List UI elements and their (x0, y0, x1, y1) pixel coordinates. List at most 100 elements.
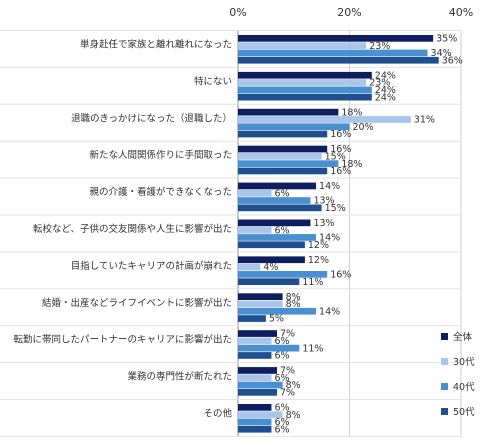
category-label: 特にない (194, 75, 232, 87)
bar-value-label: 6% (274, 336, 289, 347)
bar-value-label: 18% (341, 159, 362, 170)
bar (238, 182, 317, 190)
x-axis-tick-labels: 0% 20% 40% (229, 6, 473, 19)
bar (238, 418, 272, 426)
bar-value-label: 14% (319, 306, 340, 317)
legend-label: 40代 (453, 382, 475, 393)
bar (238, 300, 283, 308)
bar-value-label: 8% (286, 380, 301, 391)
bar-value-label: 13% (313, 218, 334, 229)
legend-label: 全体 (453, 331, 473, 343)
bar-value-label: 7% (280, 366, 295, 377)
bar (238, 93, 372, 101)
bar (238, 337, 272, 345)
chart-legend: 全体 30代 40代 50代 (441, 331, 475, 418)
bar-value-label: 6% (274, 373, 289, 384)
bar-value-label: 23% (369, 78, 390, 89)
bar (238, 219, 311, 227)
bar (238, 278, 300, 285)
bar-value-label: 16% (330, 129, 351, 140)
bar (238, 234, 317, 241)
bar-value-label: 36% (442, 55, 463, 66)
bar-value-label: 24% (375, 70, 396, 81)
bar (238, 71, 372, 79)
category-label: 親の介護・看護ができなくなった (89, 186, 232, 198)
bar-value-label: 24% (375, 92, 396, 103)
bar (238, 374, 272, 382)
category-label: 結婚・出産などライフイベントに影響が出た (42, 297, 232, 309)
bar-value-label: 15% (325, 203, 346, 214)
category-label: 転校など、子供の交友関係や人生に影響が出た (33, 223, 232, 235)
bar-value-label: 4% (263, 262, 278, 273)
bar (238, 404, 272, 411)
bar-value-label: 8% (286, 299, 301, 310)
bar (238, 204, 322, 212)
category-label: 新たな人間関係作りに手間取った (89, 149, 232, 161)
category-label: その他 (203, 407, 232, 419)
bar (238, 352, 272, 359)
bar (238, 389, 278, 396)
bar (238, 189, 272, 197)
bar-value-label: 6% (274, 225, 289, 236)
bar (238, 263, 261, 271)
legend-swatch (441, 333, 448, 340)
x-tick-label: 20% (337, 6, 361, 19)
bar (238, 130, 328, 138)
legend-swatch (441, 383, 448, 390)
bar-value-label: 8% (286, 410, 301, 421)
bar (238, 271, 328, 278)
bar (238, 307, 317, 315)
bar-value-label: 18% (341, 107, 362, 118)
bar-value-label: 24% (375, 85, 396, 96)
bar (238, 425, 272, 433)
legend-swatch (441, 408, 448, 415)
bar (238, 123, 350, 131)
bar-value-label: 13% (313, 196, 334, 207)
bar-value-label: 16% (330, 144, 351, 155)
bar (238, 381, 283, 389)
category-label: 退職のきっかけになった（退職した） (71, 112, 232, 124)
bar (238, 367, 278, 374)
legend-label: 30代 (453, 357, 475, 368)
bar-value-label: 23% (369, 41, 390, 52)
category-label: 業務の専門性が断たれた (127, 371, 232, 383)
bar (238, 226, 272, 234)
bar (238, 86, 372, 94)
bar-value-label: 6% (274, 424, 289, 435)
bar-value-label: 7% (280, 329, 295, 340)
bar-value-label: 6% (274, 188, 289, 199)
bar-value-label: 7% (280, 388, 295, 399)
chart-grid (0, 30, 462, 437)
bar-value-label: 14% (319, 181, 340, 192)
bar (238, 197, 311, 204)
bar (238, 145, 328, 153)
bar-value-label: 6% (274, 351, 289, 362)
bar (238, 315, 266, 322)
bar (238, 79, 367, 86)
bar (238, 330, 278, 337)
bar-value-label: 5% (269, 314, 284, 325)
bar (238, 160, 339, 167)
category-label: 目指していたキャリアの計画が崩れた (71, 260, 232, 272)
bar-value-label: 6% (274, 417, 289, 428)
bar (238, 49, 428, 57)
bar-value-label: 6% (274, 403, 289, 414)
bar-value-label: 11% (302, 343, 323, 354)
bar (238, 411, 283, 418)
legend-swatch (441, 358, 448, 365)
x-tick-label: 0% (229, 6, 246, 19)
bar (238, 293, 283, 300)
legend-label: 50代 (453, 407, 475, 418)
bar-value-label: 16% (330, 270, 351, 281)
bar (238, 35, 434, 42)
bar (238, 108, 339, 116)
x-tick-label: 40% (449, 6, 473, 19)
bar-value-label: 12% (308, 240, 329, 251)
bar-value-label: 14% (319, 233, 340, 244)
bar (238, 256, 305, 264)
bar-value-label: 20% (353, 122, 374, 133)
category-label: 転勤に帯同したパートナーのキャリアに影響が出た (13, 334, 232, 346)
chart-bars: 35%23%34%36%24%23%24%24%18%31%20%16%16%1… (238, 34, 463, 435)
